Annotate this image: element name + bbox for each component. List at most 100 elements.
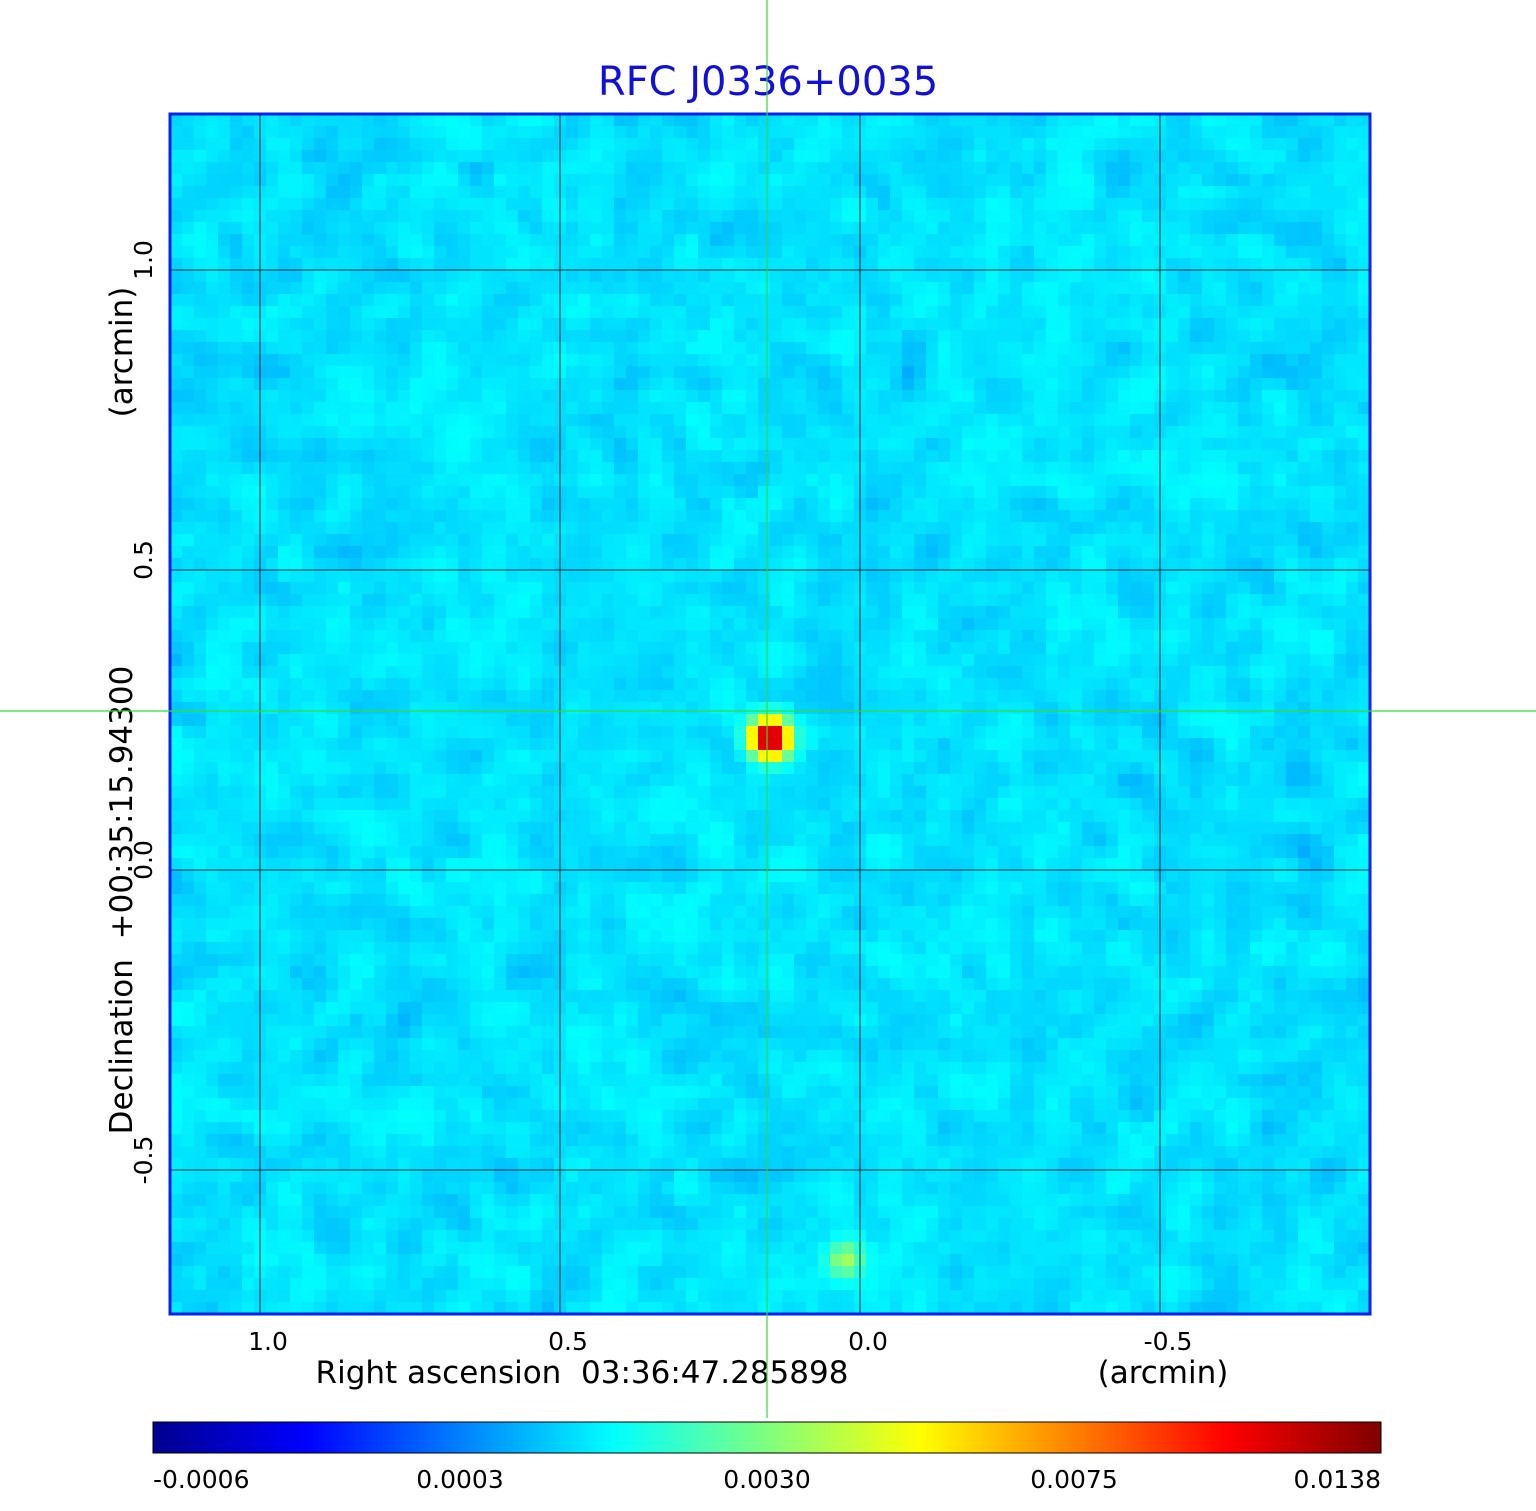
heatmap-cell: [830, 210, 843, 223]
heatmap-cell: [1334, 210, 1347, 223]
heatmap-cell: [458, 294, 471, 307]
heatmap-cell: [938, 354, 951, 367]
heatmap-cell: [470, 594, 483, 607]
heatmap-cell: [518, 594, 531, 607]
heatmap-cell: [998, 594, 1011, 607]
heatmap-cell: [866, 162, 879, 175]
heatmap-cell: [290, 630, 303, 643]
heatmap-cell: [1082, 498, 1095, 511]
heatmap-cell: [782, 534, 795, 547]
heatmap-cell: [602, 318, 615, 331]
heatmap-cell: [722, 174, 735, 187]
heatmap-cell: [926, 162, 939, 175]
heatmap-cell: [1130, 654, 1143, 667]
heatmap-cell: [398, 258, 411, 271]
heatmap-cell: [470, 690, 483, 703]
heatmap-cell: [878, 198, 891, 211]
heatmap-cell: [1346, 306, 1359, 319]
heatmap-cell: [170, 570, 183, 583]
heatmap-cell: [170, 474, 183, 487]
heatmap-cell: [878, 618, 891, 631]
heatmap-cell: [1202, 486, 1215, 499]
heatmap-cell: [962, 198, 975, 211]
heatmap-cell: [338, 294, 351, 307]
heatmap-cell: [362, 486, 375, 499]
heatmap-cell: [1346, 282, 1359, 295]
heatmap-cell: [1058, 546, 1071, 559]
heatmap-cell: [602, 234, 615, 247]
heatmap-cell: [1082, 654, 1095, 667]
heatmap-cell: [998, 666, 1011, 679]
heatmap-cell: [806, 186, 819, 199]
heatmap-cell: [962, 270, 975, 283]
heatmap-cell: [362, 306, 375, 319]
heatmap-cell: [1034, 378, 1047, 391]
heatmap-cell: [758, 438, 771, 451]
heatmap-cell: [518, 702, 531, 715]
heatmap-cell: [722, 546, 735, 559]
heatmap-cell: [302, 342, 315, 355]
heatmap-cell: [698, 582, 711, 595]
heatmap-cell: [314, 114, 327, 127]
heatmap-cell: [1070, 702, 1083, 715]
heatmap-cell: [350, 126, 363, 139]
heatmap-cell: [890, 366, 903, 379]
heatmap-cell: [1130, 318, 1143, 331]
heatmap-cell: [386, 678, 399, 691]
heatmap-cell: [302, 258, 315, 271]
heatmap-cell: [1358, 618, 1371, 631]
heatmap-cell: [326, 546, 339, 559]
heatmap-cell: [434, 438, 447, 451]
heatmap-cell: [194, 438, 207, 451]
heatmap-cell: [1190, 426, 1203, 439]
heatmap-cell: [542, 294, 555, 307]
heatmap-cell: [410, 246, 423, 259]
heatmap-cell: [926, 342, 939, 355]
heatmap-cell: [614, 330, 627, 343]
heatmap-cell: [350, 162, 363, 175]
heatmap-cell: [782, 462, 795, 475]
heatmap-cell: [1250, 186, 1263, 199]
heatmap-cell: [998, 414, 1011, 427]
heatmap-cell: [1286, 210, 1299, 223]
heatmap-cell: [518, 342, 531, 355]
heatmap-cell: [866, 426, 879, 439]
heatmap-cell: [1226, 294, 1239, 307]
heatmap-cell: [902, 390, 915, 403]
heatmap-cell: [578, 222, 591, 235]
heatmap-cell: [794, 354, 807, 367]
heatmap-cell: [794, 690, 807, 703]
heatmap-cell: [194, 378, 207, 391]
heatmap-cell: [362, 162, 375, 175]
heatmap-cell: [530, 654, 543, 667]
heatmap-cell: [1250, 702, 1263, 715]
heatmap-cell: [1046, 678, 1059, 691]
heatmap-cell: [638, 582, 651, 595]
heatmap-cell: [626, 534, 639, 547]
heatmap-cell: [602, 210, 615, 223]
heatmap-cell: [986, 558, 999, 571]
heatmap-cell: [338, 258, 351, 271]
heatmap-cell: [974, 330, 987, 343]
heatmap-cell: [1094, 306, 1107, 319]
heatmap-cell: [1226, 474, 1239, 487]
heatmap-cell: [674, 570, 687, 583]
heatmap-cell: [782, 114, 795, 127]
heatmap-cell: [1310, 378, 1323, 391]
heatmap-cell: [590, 666, 603, 679]
heatmap-cell: [710, 378, 723, 391]
heatmap-cell: [530, 510, 543, 523]
heatmap-cell: [1022, 330, 1035, 343]
heatmap-cell: [1142, 114, 1155, 127]
heatmap-cell: [1346, 534, 1359, 547]
heatmap-cell: [410, 642, 423, 655]
heatmap-cell: [446, 402, 459, 415]
heatmap-cell: [1274, 198, 1287, 211]
heatmap-cell: [746, 402, 759, 415]
heatmap-cell: [1106, 186, 1119, 199]
heatmap-cell: [350, 438, 363, 451]
heatmap-cell: [314, 558, 327, 571]
heatmap-cell: [266, 222, 279, 235]
heatmap-cell: [1142, 702, 1155, 715]
heatmap-cell: [566, 450, 579, 463]
